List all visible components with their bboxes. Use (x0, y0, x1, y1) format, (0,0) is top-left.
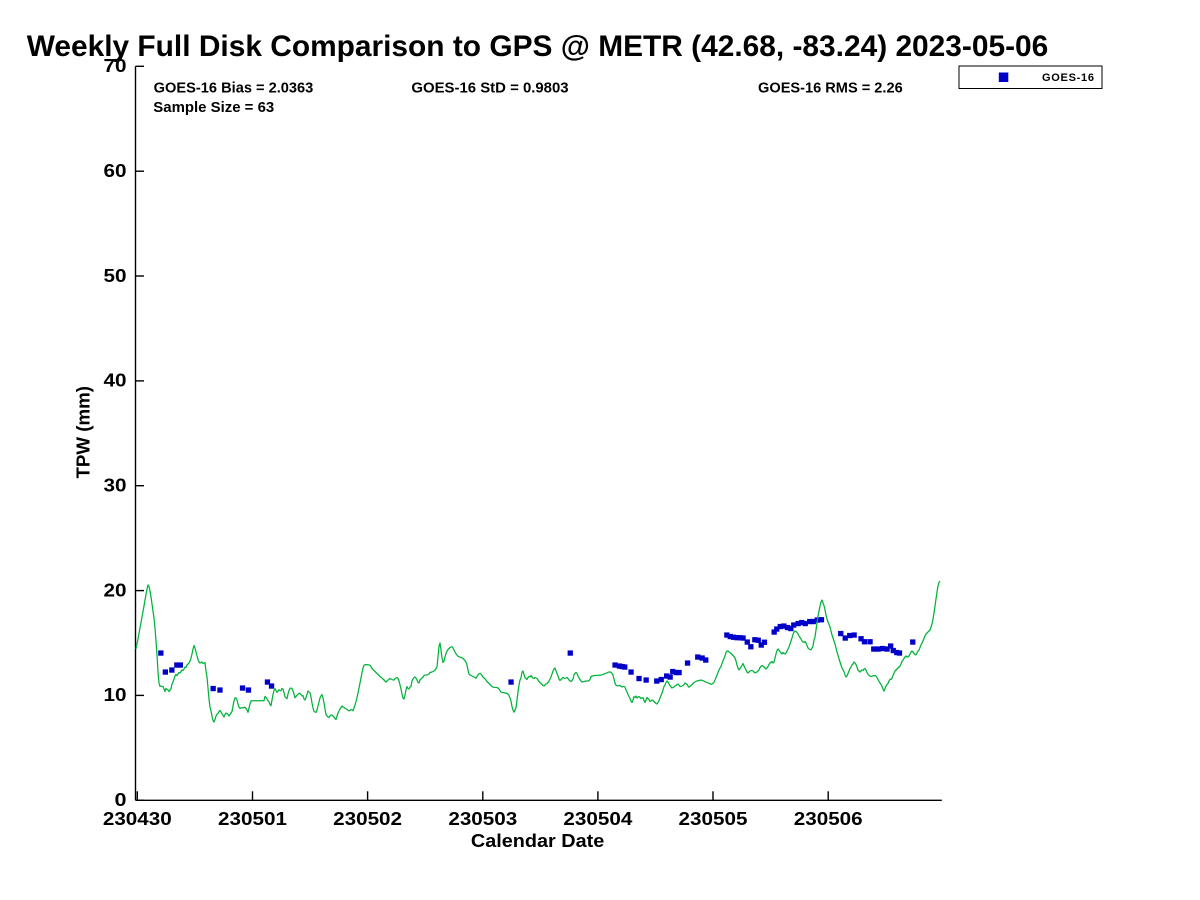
svg-text:Calendar Date: Calendar Date (471, 831, 604, 851)
svg-text:GOES-16 StD = 0.9803: GOES-16 StD = 0.9803 (411, 81, 568, 97)
svg-text:230501: 230501 (218, 809, 287, 829)
svg-text:GOES-16: GOES-16 (1042, 72, 1094, 84)
svg-text:10: 10 (104, 685, 127, 705)
svg-text:Weekly Full Disk Comparison to: Weekly Full Disk Comparison to GPS @ MET… (27, 30, 1049, 63)
svg-text:GOES-16 RMS = 2.26: GOES-16 RMS = 2.26 (758, 81, 903, 97)
svg-text:20: 20 (104, 580, 127, 600)
svg-text:230505: 230505 (679, 809, 748, 829)
svg-text:230503: 230503 (448, 809, 517, 829)
svg-text:40: 40 (104, 371, 127, 391)
svg-text:230502: 230502 (333, 809, 402, 829)
svg-text:230430: 230430 (103, 809, 172, 829)
svg-text:0: 0 (115, 790, 127, 810)
svg-text:Sample Size = 63: Sample Size = 63 (153, 100, 274, 116)
svg-text:TPW (mm): TPW (mm) (74, 386, 94, 479)
svg-text:70: 70 (104, 56, 127, 76)
svg-text:230506: 230506 (794, 809, 863, 829)
svg-text:230504: 230504 (563, 809, 632, 829)
svg-text:60: 60 (104, 161, 127, 181)
svg-text:30: 30 (104, 476, 127, 496)
svg-text:GOES-16 Bias = 2.0363: GOES-16 Bias = 2.0363 (154, 81, 314, 97)
svg-text:50: 50 (104, 266, 127, 286)
